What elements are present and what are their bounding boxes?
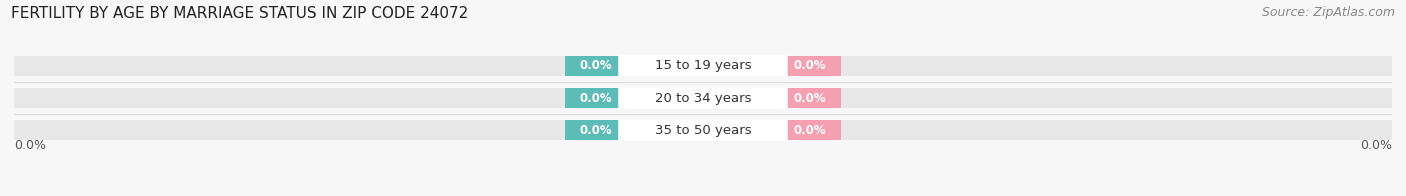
Legend: Married, Unmarried: Married, Unmarried bbox=[617, 195, 789, 196]
Bar bbox=[779, 56, 841, 76]
Bar bbox=[14, 88, 1392, 108]
Bar bbox=[779, 88, 841, 108]
Text: 0.0%: 0.0% bbox=[579, 59, 613, 72]
Text: 0.0%: 0.0% bbox=[793, 92, 827, 104]
Text: 0.0%: 0.0% bbox=[793, 124, 827, 137]
Text: 0.0%: 0.0% bbox=[1360, 139, 1392, 152]
Text: 20 to 34 years: 20 to 34 years bbox=[655, 92, 751, 104]
Text: 35 to 50 years: 35 to 50 years bbox=[655, 124, 751, 137]
Text: 0.0%: 0.0% bbox=[579, 124, 613, 137]
Text: Source: ZipAtlas.com: Source: ZipAtlas.com bbox=[1261, 6, 1395, 19]
Text: 15 to 19 years: 15 to 19 years bbox=[655, 59, 751, 72]
Bar bbox=[565, 120, 627, 140]
Text: 0.0%: 0.0% bbox=[579, 92, 613, 104]
FancyBboxPatch shape bbox=[619, 55, 787, 76]
FancyBboxPatch shape bbox=[619, 120, 787, 141]
Text: 0.0%: 0.0% bbox=[793, 59, 827, 72]
Text: 0.0%: 0.0% bbox=[14, 139, 46, 152]
Bar bbox=[779, 120, 841, 140]
Bar bbox=[565, 88, 627, 108]
Bar bbox=[14, 56, 1392, 76]
Text: FERTILITY BY AGE BY MARRIAGE STATUS IN ZIP CODE 24072: FERTILITY BY AGE BY MARRIAGE STATUS IN Z… bbox=[11, 6, 468, 21]
Bar bbox=[565, 56, 627, 76]
Bar bbox=[14, 120, 1392, 140]
FancyBboxPatch shape bbox=[619, 88, 787, 108]
